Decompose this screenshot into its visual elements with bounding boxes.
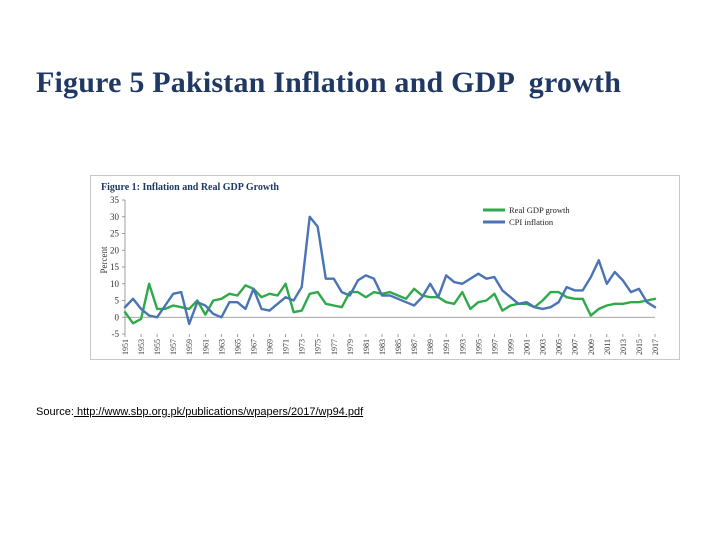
- source-label: Source:: [36, 406, 74, 418]
- x-tick-label: 1983: [378, 339, 387, 355]
- y-tick-label: 0: [115, 312, 120, 322]
- x-tick-label: 1987: [410, 339, 419, 355]
- x-tick-label: 2003: [539, 339, 548, 355]
- x-tick-label: 1999: [506, 339, 515, 355]
- x-tick-label: 2005: [555, 339, 564, 355]
- x-tick-label: 1997: [490, 339, 499, 355]
- x-tick-label: 2009: [587, 339, 596, 355]
- x-tick-label: 1995: [474, 339, 483, 355]
- series-line-real-gdp-growth: [123, 282, 657, 325]
- inflation-gdp-line-chart: Figure 1: Inflation and Real GDP Growth …: [99, 182, 660, 355]
- x-tick-label: 1975: [314, 339, 323, 355]
- x-tick-label: 1971: [282, 339, 291, 355]
- series-line-cpi-inflation: [123, 215, 657, 326]
- y-tick-label: 25: [110, 229, 120, 239]
- slide-title: Figure 5 Pakistan Inflation and GDP grow…: [36, 66, 622, 99]
- x-tick-label: 1993: [458, 339, 467, 355]
- y-tick-label: -5: [112, 329, 120, 339]
- x-tick-label: 1977: [330, 339, 339, 355]
- x-tick-label: 2001: [523, 339, 532, 355]
- y-tick-label: 35: [110, 195, 120, 205]
- x-tick-label: 1981: [362, 339, 371, 355]
- figure-image-frame: Figure 1: Inflation and Real GDP Growth …: [90, 175, 680, 360]
- x-tick-label: 1955: [153, 339, 162, 355]
- x-tick-label: 1957: [169, 339, 178, 355]
- x-tick-label: 2015: [635, 339, 644, 355]
- source-link[interactable]: http://www.sbp.org.pk/publications/wpape…: [73, 406, 364, 418]
- source-citation: Source: http://www.sbp.org.pk/publicatio…: [36, 406, 363, 418]
- chart-title: Figure 1: Inflation and Real GDP Growth: [101, 182, 279, 193]
- x-tick-label: 1953: [137, 339, 146, 355]
- x-tick-label: 1961: [201, 339, 210, 355]
- y-tick-label: 30: [110, 212, 120, 222]
- x-tick-label: 1969: [266, 339, 275, 355]
- x-tick-label: 2007: [571, 339, 580, 355]
- legend: Real GDP growth CPI inflation: [483, 205, 570, 227]
- y-tick-label: 20: [110, 245, 120, 255]
- legend-label-cpi-inflation: CPI inflation: [509, 217, 554, 227]
- x-tick-label: 1989: [426, 339, 435, 355]
- x-tick-label: 1985: [394, 339, 403, 355]
- x-tick-label: 1965: [233, 339, 242, 355]
- y-axis-label: Percent: [99, 246, 109, 273]
- x-tick-label: 1973: [298, 339, 307, 355]
- x-tick-label: 2011: [603, 339, 612, 355]
- x-tick-label: 2013: [619, 339, 628, 355]
- x-tick-label: 1991: [442, 339, 451, 355]
- series-lines: [123, 215, 657, 326]
- y-tick-label: 10: [110, 279, 120, 289]
- x-tick-label: 1963: [217, 339, 226, 355]
- x-tick-label: 1959: [185, 339, 194, 355]
- x-tick-label: 1951: [121, 339, 130, 355]
- y-tick-label: 15: [110, 262, 120, 272]
- x-tick-label: 1967: [249, 339, 258, 355]
- legend-label-real-gdp-growth: Real GDP growth: [509, 205, 570, 215]
- x-tick-label: 2017: [651, 339, 660, 355]
- y-tick-label: 5: [115, 296, 120, 306]
- x-axis: 1951 1953 1955 1957 1959 1961 1963 1965 1967 1969…: [121, 316, 660, 355]
- x-tick-label: 1979: [346, 339, 355, 355]
- y-axis: -5 0 5 10 15 20 25 30 35: [110, 195, 126, 339]
